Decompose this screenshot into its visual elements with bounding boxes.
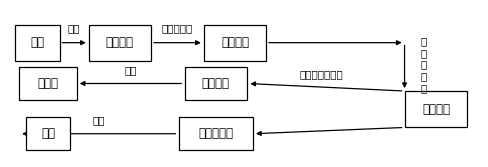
Text: 有益组分: 有益组分 — [202, 77, 229, 90]
Bar — [178, 117, 252, 150]
Text: 速溶茶: 速溶茶 — [38, 77, 59, 90]
Text: 提取残余液: 提取残余液 — [198, 127, 233, 140]
Text: 茶浓缩液: 茶浓缩液 — [221, 36, 248, 49]
Bar — [184, 67, 246, 100]
Text: 茶浓缩液: 茶浓缩液 — [106, 36, 134, 49]
Text: 舍弃: 舍弃 — [41, 127, 55, 140]
Text: 茶叶: 茶叶 — [30, 36, 44, 49]
Text: 舍弃: 舍弃 — [92, 115, 105, 125]
Bar — [404, 91, 467, 127]
Bar — [89, 25, 151, 61]
Text: 超
滤
膜
过
滤: 超 滤 膜 过 滤 — [420, 36, 426, 93]
Text: 纳滤膜分离提取: 纳滤膜分离提取 — [299, 69, 343, 79]
Bar — [19, 67, 77, 100]
Bar — [16, 25, 60, 61]
Text: 微滤膜过滤: 微滤膜过滤 — [162, 23, 193, 33]
Bar — [26, 117, 70, 150]
Text: 茶浓缩液: 茶浓缩液 — [421, 103, 449, 116]
Text: 干燥: 干燥 — [124, 65, 137, 75]
Bar — [203, 25, 265, 61]
Text: 浸提: 浸提 — [67, 23, 80, 33]
